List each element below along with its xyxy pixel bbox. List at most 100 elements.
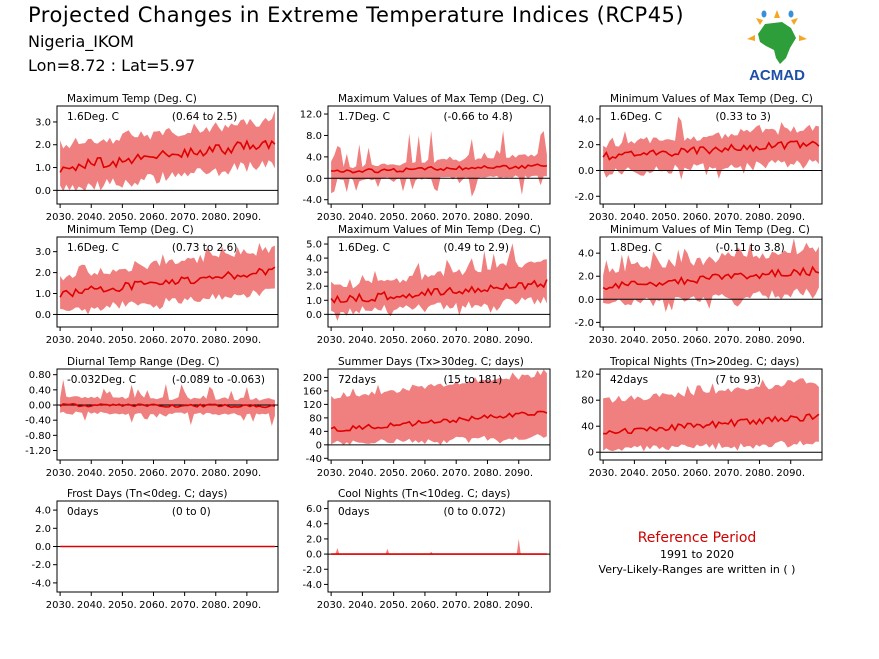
chart-panel-cool-nights: -4.0 -2.0 0.0 2.0 4.0 6.0 2030. 2040. 2050. 2060.… (302, 488, 551, 611)
sun-rays-icon (747, 10, 807, 41)
x-tick-label: 2070. (170, 600, 199, 611)
very-likely-range-label: (0.64 to 2.5) (172, 111, 238, 123)
y-tick-label: 4.0 (578, 249, 594, 260)
y-tick-label: 40 (581, 422, 594, 433)
chart-panel-max-values-max-temp: -4.0 0.0 4.0 8.0 12.0 2030. 2040. 2050. 2060. 207… (300, 93, 551, 223)
panel-title: Frost Days (Tn<0deg. C; days) (67, 488, 227, 500)
mean-change-label: 42days (610, 374, 648, 386)
x-tick-label: 2060. (411, 600, 440, 611)
x-tick-label: 2060. (139, 335, 168, 346)
x-tick-label: 2040. (620, 212, 649, 223)
very-likely-range-label: (-0.11 to 3.8) (715, 242, 784, 254)
y-tick-label: 4.0 (35, 506, 51, 517)
mean-line (59, 266, 276, 298)
y-tick-label: -0.40 (25, 416, 51, 427)
x-tick-label: 2030. (317, 212, 346, 223)
x-tick-label: 2080. (473, 335, 502, 346)
x-tick-label: 2050. (108, 335, 137, 346)
range-peak (385, 548, 390, 555)
y-tick-label: 40 (309, 427, 322, 438)
mean-change-label: 1.7Deg. C (338, 111, 390, 123)
range-band (603, 378, 819, 452)
y-tick-label: 2.0 (306, 282, 322, 293)
x-tick-label: 2050. (108, 468, 137, 479)
x-tick-label: 2050. (379, 212, 408, 223)
acmad-logo-text: ACMAD (749, 67, 805, 84)
very-likely-range-label: (-0.66 to 4.8) (443, 111, 512, 123)
mean-change-label: 0days (67, 506, 98, 518)
x-tick-label: 2030. (589, 212, 618, 223)
x-tick-label: 2080. (745, 335, 774, 346)
x-tick-label: 2030. (46, 468, 75, 479)
mean-change-label: 1.8Deg. C (610, 242, 662, 254)
y-tick-label: 0.0 (306, 550, 322, 561)
reference-period-label: Reference Period (637, 530, 757, 546)
range-peak (335, 548, 340, 555)
x-tick-label: 2080. (473, 600, 502, 611)
range-band (331, 369, 547, 445)
y-tick-label: 120 (303, 400, 322, 411)
y-tick-label: -2.0 (302, 565, 322, 576)
y-tick-label: 200 (303, 373, 322, 384)
x-tick-label: 2060. (683, 335, 712, 346)
panel-title: Summer Days (Tx>30deg. C; days) (338, 356, 524, 368)
x-tick-label: 2060. (683, 468, 712, 479)
y-tick-label: 8.0 (306, 131, 322, 142)
y-tick-label: 0.00 (29, 401, 51, 412)
y-tick-label: 4.0 (306, 519, 322, 530)
y-tick-label: 0.0 (306, 310, 322, 321)
y-tick-label: 0.0 (306, 174, 322, 185)
y-tick-label: 0 (316, 440, 322, 451)
mean-line (330, 279, 548, 304)
panel-title: Maximum Temp (Deg. C) (67, 93, 197, 105)
very-likely-range-note: Very-Likely-Ranges are written in ( ) (598, 563, 796, 576)
y-tick-label: 2.0 (578, 272, 594, 283)
chart-panel-summer-days: -40 0 40 80 120 160 200 2030. 2040. 2050. 2060. 207… (303, 356, 551, 479)
x-tick-label: 2080. (745, 468, 774, 479)
reference-period-box: Reference Period 1991 to 2020 Very-Likel… (586, 530, 808, 576)
x-tick-label: 2090. (504, 600, 533, 611)
x-tick-label: 2030. (46, 212, 75, 223)
chart-panel-min-temp: 0.0 1.0 2.0 3.0 2030. 2040. 2050. 2060. 2070. 208… (35, 224, 279, 346)
y-tick-label: -4.0 (302, 580, 322, 591)
x-tick-label: 2030. (589, 335, 618, 346)
africa-map-icon (758, 22, 796, 64)
very-likely-range-label: (0 to 0) (172, 506, 211, 518)
chart-panel-max-temp: 0.0 1.0 2.0 3.0 2030. 2040. 2050. 2060. 2070. 208… (35, 93, 279, 223)
range-band (331, 130, 547, 197)
x-tick-label: 2080. (201, 600, 230, 611)
location-name: Nigeria_IKOM (28, 32, 134, 51)
y-tick-label: 1.0 (35, 289, 51, 300)
y-tick-label: -2.0 (574, 318, 594, 329)
x-tick-label: 2030. (46, 600, 75, 611)
y-tick-label: 4.0 (306, 254, 322, 265)
panel-title: Minimum Values of Max Temp (Deg. C) (610, 93, 813, 105)
mean-change-label: 1.6Deg. C (67, 111, 119, 123)
panel-title: Minimum Temp (Deg. C) (67, 224, 194, 236)
x-tick-label: 2050. (379, 600, 408, 611)
x-tick-label: 2070. (714, 468, 743, 479)
mean-line (59, 139, 276, 173)
x-tick-label: 2030. (317, 335, 346, 346)
reference-period-years: 1991 to 2020 (659, 548, 735, 561)
mean-change-label: -0.032Deg. C (67, 374, 136, 386)
y-tick-label: 120 (575, 370, 594, 381)
mean-change-label: 1.6Deg. C (610, 111, 662, 123)
x-tick-label: 2090. (233, 212, 262, 223)
very-likely-range-label: (0.33 to 3) (715, 111, 770, 123)
y-tick-label: 0.0 (35, 186, 51, 197)
range-band (331, 243, 547, 321)
mean-line (59, 402, 276, 409)
y-tick-label: -40 (306, 454, 322, 465)
y-tick-label: 160 (303, 386, 322, 397)
plot-frame (327, 105, 551, 205)
y-tick-label: 2.0 (35, 524, 51, 535)
x-tick-label: 2040. (348, 335, 377, 346)
mean-change-label: 0days (338, 506, 369, 518)
mean-line (603, 413, 820, 435)
y-tick-label: 2.0 (35, 268, 51, 279)
x-tick-label: 2090. (233, 600, 262, 611)
